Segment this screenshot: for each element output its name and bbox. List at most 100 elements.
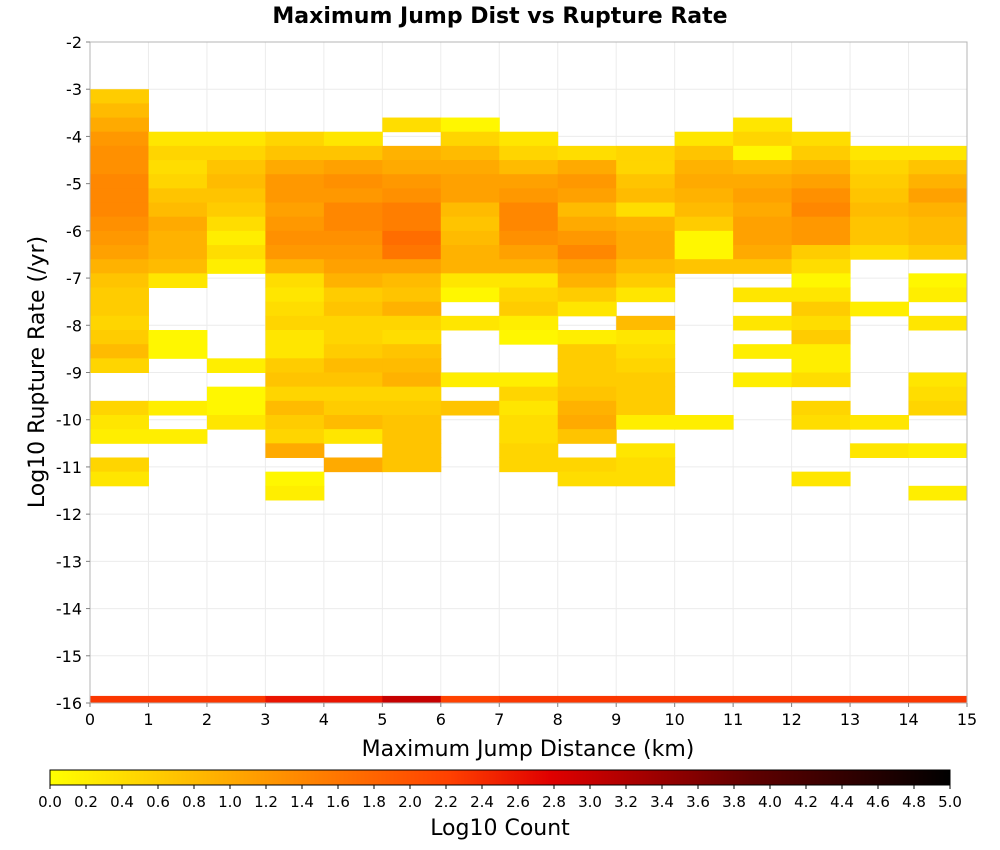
y-tick-label: -14 (56, 600, 82, 619)
y-tick-label: -15 (56, 647, 82, 666)
heatmap-cell (323, 216, 383, 232)
heatmap-cell (908, 145, 968, 161)
colorbar-tick-label: 1.2 (254, 793, 278, 811)
y-tick-label: -16 (56, 694, 82, 713)
heatmap-cell (90, 301, 149, 317)
heatmap-cell (148, 429, 208, 444)
heatmap-cell (616, 145, 676, 161)
heatmap-cell (382, 301, 442, 317)
heatmap-cell (791, 695, 851, 703)
heatmap-cell (908, 485, 968, 501)
heatmap-cell (791, 315, 851, 331)
heatmap-cell (440, 259, 500, 274)
heatmap-cell (148, 216, 208, 232)
heatmap-cell (206, 695, 266, 703)
colorbar-tick-label: 1.0 (218, 793, 242, 811)
heatmap-cell (440, 216, 500, 232)
heatmap-cell (616, 695, 676, 703)
heatmap-cell (382, 117, 442, 133)
heatmap-cell (382, 259, 442, 274)
heatmap-cell (90, 216, 149, 232)
heatmap-cell (674, 202, 734, 218)
heatmap-cell (850, 443, 910, 458)
x-tick-label: 12 (781, 710, 801, 729)
heatmap-cell (733, 160, 793, 175)
colorbar-tick-label: 3.8 (722, 793, 746, 811)
heatmap-cell (616, 245, 676, 260)
heatmap-cell (265, 330, 325, 345)
heatmap-cell (616, 372, 676, 388)
heatmap-cell (440, 174, 500, 189)
heatmap-cell (148, 188, 208, 204)
colorbar-tick-label: 4.2 (794, 793, 818, 811)
heatmap-cell (440, 695, 500, 703)
heatmap-cell (148, 145, 208, 161)
heatmap-cell (733, 202, 793, 218)
heatmap-cell (323, 429, 383, 444)
heatmap-cell (733, 145, 793, 161)
heatmap-cell (90, 188, 149, 204)
heatmap-cell (90, 174, 149, 189)
colorbar-tick-label: 3.4 (650, 793, 674, 811)
heatmap-cell (791, 245, 851, 260)
heatmap-cell (850, 414, 910, 430)
heatmap-cell (908, 202, 968, 218)
heatmap-cell (791, 145, 851, 161)
heatmap-cell (557, 259, 617, 274)
x-tick-label: 4 (319, 710, 329, 729)
heatmap-cell (733, 117, 793, 133)
heatmap-cell (440, 188, 500, 204)
heatmap-cell (908, 695, 968, 703)
heatmap-cell (850, 174, 910, 189)
heatmap-cell (791, 174, 851, 189)
colorbar-tick-label: 2.4 (470, 793, 494, 811)
colorbar-tick-label: 1.6 (326, 793, 350, 811)
heatmap-cell (499, 330, 559, 345)
x-tick-label: 8 (553, 710, 563, 729)
heatmap-cell (557, 429, 617, 444)
heatmap-cell (674, 230, 734, 246)
heatmap-cell (733, 259, 793, 274)
heatmap-cell (908, 245, 968, 260)
y-tick-label: -10 (56, 411, 82, 430)
heatmap-cell (557, 230, 617, 246)
heatmap-cell (90, 400, 149, 416)
heatmap-cell (616, 188, 676, 204)
heatmap-cell (148, 330, 208, 345)
heatmap-cell (733, 344, 793, 359)
heatmap-cell (908, 188, 968, 204)
heatmap-cell (616, 202, 676, 218)
heatmap-cell (382, 372, 442, 388)
heatmap-cell (908, 160, 968, 175)
heatmap-cell (616, 400, 676, 416)
heatmap-cell (791, 131, 851, 147)
y-tick-label: -4 (66, 127, 82, 146)
heatmap-cell (616, 160, 676, 175)
heatmap-cell (557, 695, 617, 703)
heatmap-cell (557, 216, 617, 232)
heatmap-cell (557, 160, 617, 175)
heatmap-cell (148, 259, 208, 274)
heatmap-cell (382, 414, 442, 430)
heatmap-cell (674, 160, 734, 175)
heatmap-cell (850, 145, 910, 161)
heatmap-cell (265, 695, 325, 703)
heatmap-cell (791, 344, 851, 359)
heatmap-cell (382, 230, 442, 246)
heatmap-cell (382, 358, 442, 373)
colorbar-tick-label: 2.6 (506, 793, 530, 811)
heatmap-cell (440, 202, 500, 218)
heatmap-cell (265, 230, 325, 246)
heatmap-cell (616, 330, 676, 345)
heatmap-cell (674, 245, 734, 260)
heatmap-cell (440, 160, 500, 175)
heatmap-cell (90, 117, 149, 133)
heatmap-cell (440, 400, 500, 416)
heatmap-cell (440, 372, 500, 388)
heatmap-cell (206, 245, 266, 260)
heatmap-cell (90, 457, 149, 473)
heatmap-cell (382, 695, 442, 703)
heatmap-cell (323, 386, 383, 402)
heatmap-cell (557, 245, 617, 260)
heatmap-cell (733, 315, 793, 331)
